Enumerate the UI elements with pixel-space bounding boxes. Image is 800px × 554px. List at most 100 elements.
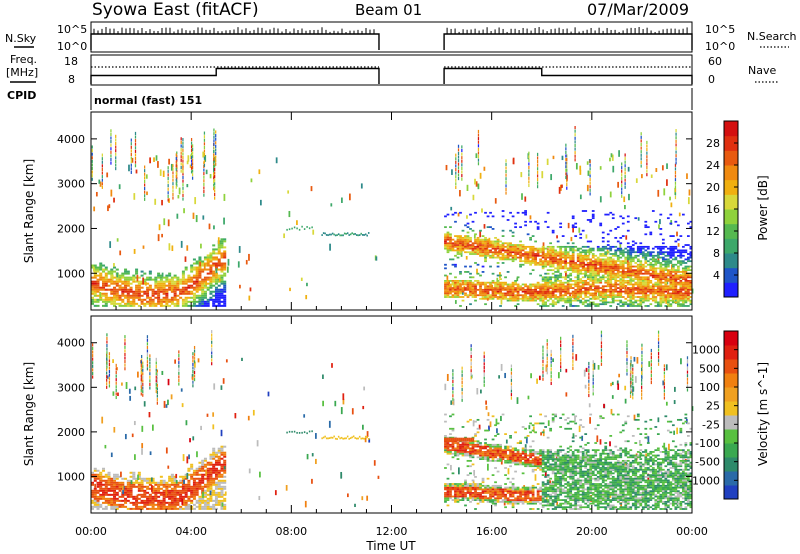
data-cell [591, 301, 595, 304]
data-cell [666, 305, 670, 307]
data-cell [96, 266, 100, 269]
data-cell [596, 288, 600, 291]
data-cell [589, 262, 593, 264]
data-cell [162, 304, 166, 307]
data-cell [154, 198, 157, 205]
data-cell [581, 263, 585, 266]
data-cell [631, 271, 635, 273]
data-cell [599, 269, 603, 272]
data-cell [459, 236, 462, 239]
data-cell [471, 220, 475, 223]
data-cell [217, 298, 221, 301]
data-cell [589, 240, 593, 243]
data-cell [213, 172, 215, 176]
data-cell [591, 265, 595, 268]
data-cell [134, 160, 137, 164]
data-cell [214, 503, 218, 506]
data-cell [159, 304, 163, 307]
data-cell [457, 144, 460, 148]
data-cell [143, 485, 147, 488]
data-cell [223, 479, 227, 482]
data-cell [159, 286, 163, 289]
data-cell [666, 279, 670, 282]
data-cell [686, 296, 690, 298]
data-cell [594, 276, 598, 279]
data-cell [529, 272, 532, 275]
data-cell [546, 281, 550, 284]
data-cell [640, 142, 642, 147]
data-cell [679, 262, 683, 264]
data-cell [689, 303, 693, 306]
data-cell [471, 292, 475, 295]
data-cell [93, 304, 97, 307]
data-cell [104, 298, 108, 301]
data-cell [566, 175, 568, 180]
data-cell [594, 297, 598, 300]
data-cell [541, 292, 545, 295]
data-cell [212, 463, 216, 466]
data-cell [159, 282, 163, 285]
data-cell [187, 489, 191, 492]
data-cell [676, 297, 680, 300]
data-cell [636, 272, 640, 275]
data-cell [651, 265, 655, 268]
data-cell [124, 499, 128, 502]
data-cell [209, 260, 213, 263]
data-cell [636, 285, 640, 288]
data-cell [110, 477, 114, 480]
data-cell [669, 279, 673, 282]
data-cell [147, 288, 149, 293]
data-cell [611, 285, 615, 288]
data-cell [143, 503, 147, 506]
data-cell [611, 297, 615, 300]
data-cell [192, 493, 196, 496]
data-cell [132, 290, 136, 293]
data-cell [509, 290, 512, 293]
data-cell [206, 503, 210, 506]
data-cell [524, 253, 527, 255]
power-heatmap [91, 125, 694, 307]
data-cell [214, 182, 216, 186]
data-cell [620, 270, 623, 278]
data-cell [469, 238, 472, 241]
data-cell [129, 304, 133, 307]
data-cell [621, 183, 623, 188]
data-cell [466, 288, 470, 291]
data-cell [601, 254, 605, 257]
data-cell [110, 481, 114, 484]
velocity-heatmap [91, 330, 694, 510]
data-cell [591, 281, 595, 284]
data-cell [446, 251, 450, 254]
data-cell [181, 485, 185, 488]
data-cell [531, 283, 535, 286]
data-cell [536, 163, 539, 167]
data-cell [469, 283, 472, 286]
data-cell [531, 245, 535, 248]
data-cell [641, 292, 645, 295]
data-cell [576, 254, 580, 257]
data-cell [471, 276, 475, 279]
data-cell [666, 269, 670, 272]
data-cell [91, 266, 95, 269]
data-cell [569, 305, 573, 307]
data-cell [113, 497, 117, 500]
data-cell [113, 276, 117, 279]
data-cell [459, 249, 462, 252]
data-cell [629, 294, 633, 297]
noise-left-tick-top: 10^5 [57, 23, 87, 36]
data-cell [659, 290, 663, 293]
data-cell [484, 303, 487, 306]
data-cell [676, 303, 680, 306]
data-cell [201, 296, 205, 299]
data-cell [206, 493, 210, 496]
data-cell [140, 479, 144, 482]
data-cell [584, 290, 588, 293]
data-cell [566, 301, 570, 304]
data-cell [187, 300, 191, 303]
data-cell [578, 425, 581, 433]
data-cell [238, 246, 241, 253]
data-cell [165, 404, 168, 408]
data-cell [144, 176, 146, 180]
data-cell [634, 271, 638, 273]
data-cell [494, 253, 497, 255]
